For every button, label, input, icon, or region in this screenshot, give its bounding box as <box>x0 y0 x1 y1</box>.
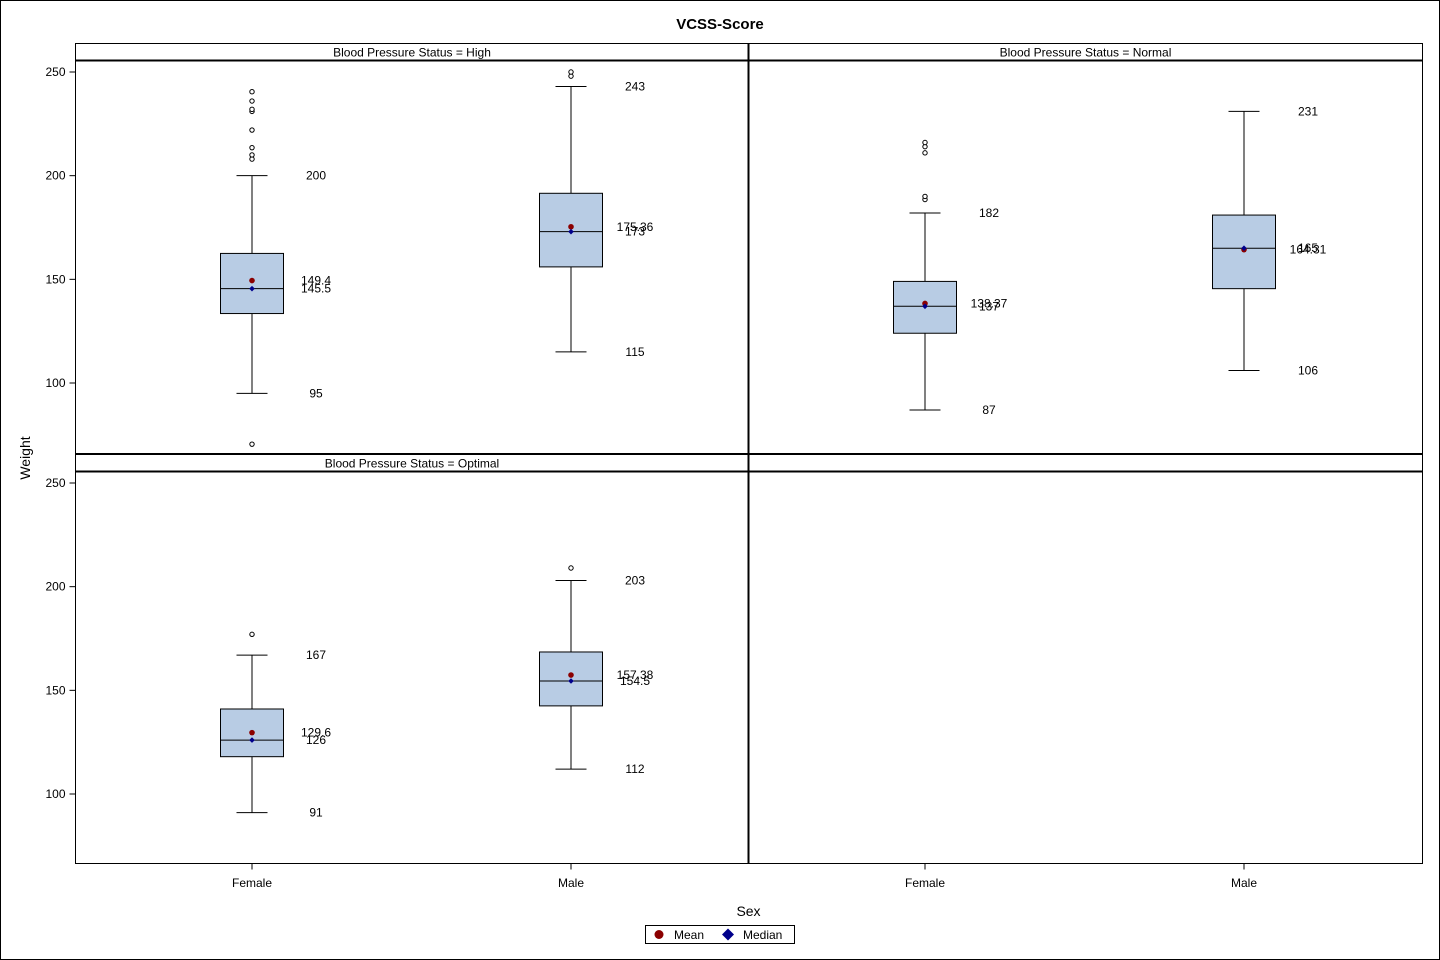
panel-label: Blood Pressure Status = Normal <box>1000 46 1172 60</box>
whisker-high-label: 231 <box>1298 104 1318 118</box>
mean-value-label: 157.38 <box>617 668 654 682</box>
whisker-low-label: 106 <box>1298 364 1318 378</box>
median-marker <box>568 678 574 684</box>
legend-median-marker <box>722 928 734 941</box>
x-tick-label: Male <box>1231 876 1257 890</box>
chart-title: VCSS-Score <box>676 16 764 33</box>
y-tick-label: 150 <box>45 272 65 286</box>
outlier-point <box>249 144 255 151</box>
whisker-low-label: 112 <box>625 762 644 776</box>
outlier-point <box>249 152 255 158</box>
whisker-high-label: 243 <box>625 80 645 94</box>
legend-mean-label: Mean <box>674 928 704 942</box>
mean-value-label: 138.37 <box>971 296 1008 310</box>
outlier-point <box>249 106 255 113</box>
panel-border <box>748 454 1423 864</box>
median-marker <box>1241 245 1247 252</box>
outlier-point <box>568 69 574 75</box>
whisker-high-label: 200 <box>306 169 326 183</box>
whisker-high-label: 182 <box>979 206 999 220</box>
y-tick-label: 150 <box>45 683 65 697</box>
outlier-point <box>249 98 255 104</box>
median-value-label: 173 <box>625 225 645 239</box>
x-tick-label: Female <box>905 876 945 890</box>
box-iqr <box>220 252 284 315</box>
panel-label: Blood Pressure Status = High <box>333 46 491 60</box>
outlier-point <box>249 631 255 638</box>
mean-marker <box>568 672 574 678</box>
legend-median-label: Median <box>743 928 782 942</box>
whisker-low-label: 87 <box>982 403 996 417</box>
panel-border <box>75 454 749 864</box>
median-marker <box>249 737 255 743</box>
outlier-point <box>922 150 928 156</box>
outlier-point <box>249 441 255 447</box>
x-tick-label: Female <box>232 876 272 890</box>
mean-value-label: 175.36 <box>617 220 654 234</box>
mean-marker <box>249 729 255 736</box>
legend-box <box>645 925 795 944</box>
median-value-label: 137 <box>979 299 999 313</box>
outlier-point <box>922 193 928 200</box>
y-tick-label: 250 <box>45 65 65 79</box>
outlier-point <box>922 139 928 146</box>
median-marker <box>922 303 928 310</box>
median-marker <box>568 228 574 235</box>
median-value-label: 126 <box>306 733 326 747</box>
y-tick-label: 100 <box>45 787 65 801</box>
whisker-low-label: 91 <box>309 806 323 820</box>
y-tick-label: 200 <box>45 580 65 594</box>
y-tick-label: 100 <box>45 376 65 390</box>
outlier-point <box>249 88 255 95</box>
y-axis-label: Weight <box>17 436 33 479</box>
y-tick-label: 200 <box>45 169 65 183</box>
panel-border <box>75 43 749 454</box>
x-tick-label: Male <box>558 876 584 890</box>
mean-value-label: 164.31 <box>1290 243 1327 257</box>
whisker-low-label: 115 <box>625 345 644 359</box>
mean-marker <box>568 223 574 230</box>
y-tick-label: 250 <box>45 476 65 490</box>
mean-value-label: 149.4 <box>301 274 331 288</box>
panel-label: Blood Pressure Status = Optimal <box>325 457 499 471</box>
legend-mean-marker <box>654 930 664 939</box>
x-axis-label: Sex <box>736 903 760 919</box>
outlier-point <box>568 565 574 571</box>
median-value-label: 165 <box>1298 241 1318 255</box>
outlier-point <box>249 127 255 133</box>
median-marker <box>249 285 255 292</box>
median-value-label: 154.5 <box>620 674 650 688</box>
whisker-high-label: 167 <box>306 648 326 662</box>
whisker-low-label: 95 <box>309 386 323 400</box>
median-value-label: 145.5 <box>301 282 331 296</box>
mean-marker <box>249 277 255 284</box>
mean-marker <box>922 300 928 307</box>
mean-value-label: 129.6 <box>301 726 331 740</box>
whisker-high-label: 203 <box>625 573 645 587</box>
